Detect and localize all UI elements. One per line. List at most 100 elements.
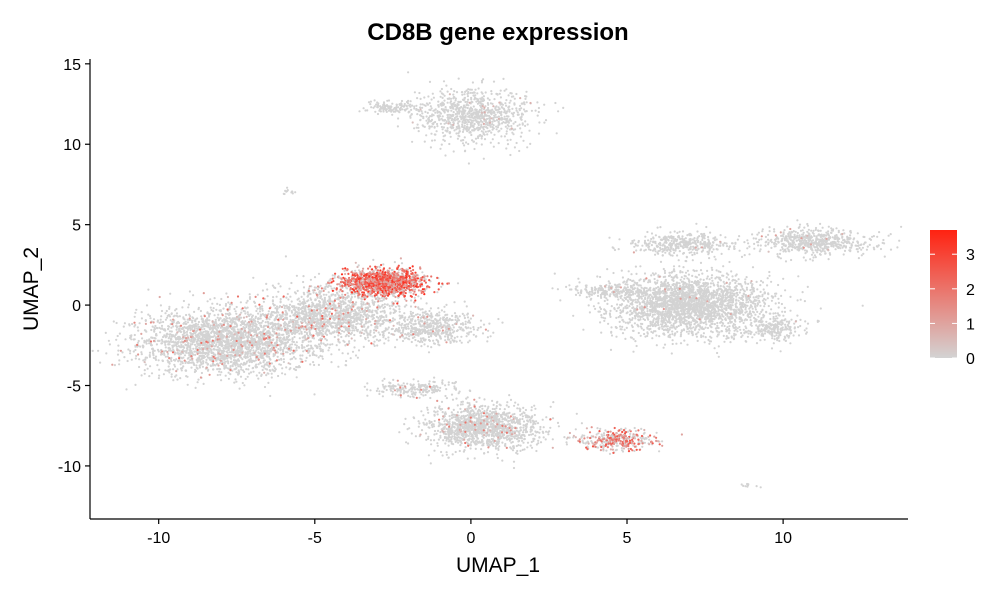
data-point <box>498 110 501 113</box>
data-point <box>234 350 237 353</box>
data-point <box>263 314 266 317</box>
data-point <box>185 313 188 317</box>
data-point <box>364 109 367 112</box>
data-point <box>243 384 246 387</box>
data-point <box>507 120 510 123</box>
data-point <box>509 99 512 102</box>
data-point <box>470 100 473 103</box>
data-point <box>462 106 465 109</box>
data-point <box>383 303 386 306</box>
data-point <box>116 353 120 356</box>
data-point <box>298 332 301 335</box>
data-point <box>474 111 477 114</box>
data-point <box>253 333 256 336</box>
data-point <box>220 329 223 333</box>
data-point <box>249 371 253 374</box>
data-point <box>495 116 499 119</box>
data-point <box>272 296 275 299</box>
data-point <box>449 135 452 138</box>
data-point <box>430 125 433 128</box>
data-point <box>446 127 449 130</box>
data-point <box>474 119 477 122</box>
data-point <box>284 316 287 320</box>
data-point <box>462 99 465 102</box>
data-point <box>209 298 212 301</box>
data-point <box>487 114 491 117</box>
data-point <box>463 136 466 139</box>
data-point <box>340 335 343 339</box>
data-point <box>480 135 483 138</box>
data-point <box>464 114 467 117</box>
data-point <box>112 320 115 323</box>
data-point <box>360 297 363 300</box>
data-point <box>452 103 455 106</box>
data-point <box>320 342 323 345</box>
data-point <box>465 141 468 144</box>
data-point <box>469 91 472 94</box>
data-point <box>419 297 423 300</box>
data-point <box>348 315 351 318</box>
data-point <box>185 330 189 333</box>
data-point <box>452 118 455 121</box>
data-point <box>282 333 285 336</box>
data-point <box>169 368 172 371</box>
data-point <box>303 293 306 296</box>
data-point <box>155 343 158 346</box>
data-point <box>225 350 228 353</box>
data-point <box>427 118 431 121</box>
data-point <box>358 309 361 312</box>
data-point <box>172 379 175 382</box>
data-point <box>206 325 209 328</box>
data-point <box>298 346 301 349</box>
data-point <box>373 340 376 343</box>
data-point <box>325 293 328 296</box>
data-point <box>326 343 329 346</box>
data-point <box>492 80 496 83</box>
data-point <box>216 316 219 319</box>
data-point <box>273 341 277 345</box>
data-point <box>174 338 178 341</box>
data-point <box>166 352 170 355</box>
data-point <box>316 317 319 320</box>
data-point <box>418 91 421 95</box>
data-point <box>407 322 410 326</box>
data-point <box>195 359 198 362</box>
data-point <box>164 369 167 372</box>
data-point <box>295 274 298 277</box>
data-point <box>144 329 147 332</box>
data-point <box>468 112 471 115</box>
data-point <box>186 346 189 349</box>
data-point <box>508 118 512 121</box>
data-point <box>278 313 281 316</box>
data-point <box>446 90 449 93</box>
data-point <box>233 325 236 328</box>
data-point <box>437 115 440 118</box>
data-point <box>199 333 202 336</box>
data-point <box>497 142 500 145</box>
data-point <box>369 334 372 337</box>
data-point <box>132 350 135 353</box>
data-point <box>421 106 424 109</box>
data-point <box>329 332 332 335</box>
data-point <box>194 386 197 389</box>
data-point <box>207 330 210 333</box>
data-point <box>301 306 304 309</box>
data-point <box>376 103 380 107</box>
data-point <box>460 139 463 142</box>
data-point <box>342 300 345 304</box>
data-point <box>510 92 513 95</box>
data-point <box>204 330 207 333</box>
data-point <box>466 113 469 116</box>
data-point <box>398 103 401 106</box>
data-point <box>526 146 529 149</box>
data-point <box>222 364 225 367</box>
data-point <box>510 112 513 115</box>
data-point <box>294 292 297 295</box>
data-point <box>263 385 267 389</box>
data-point <box>233 344 237 347</box>
data-point <box>212 368 215 371</box>
data-point <box>524 124 527 127</box>
data-point <box>436 291 439 294</box>
data-point <box>462 128 465 131</box>
data-point <box>434 120 437 124</box>
